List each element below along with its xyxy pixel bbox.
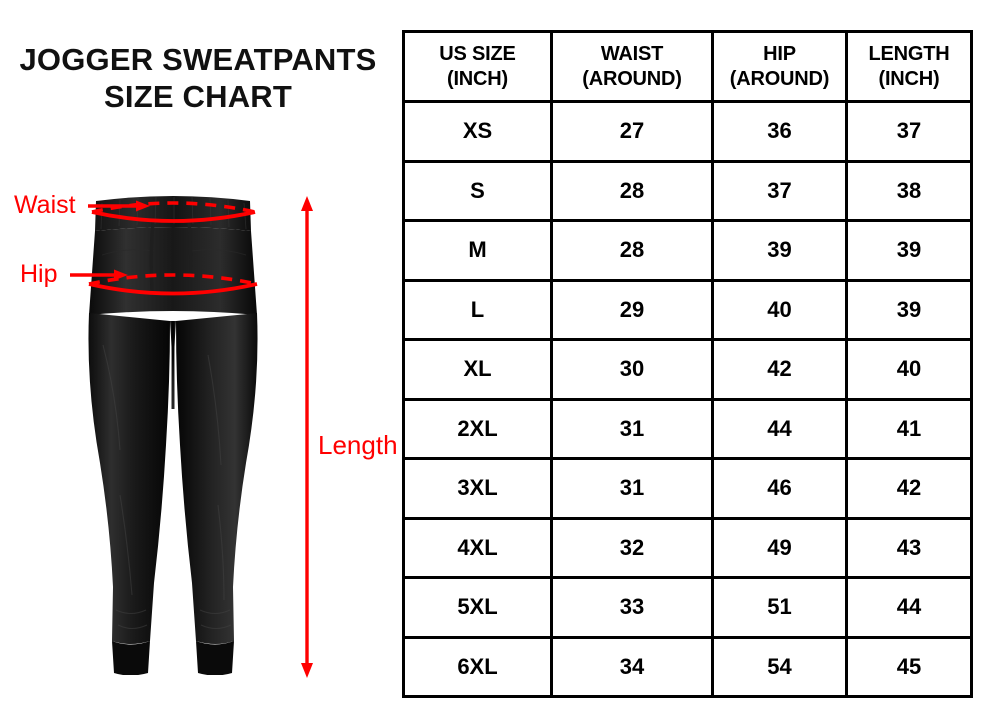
column-header-us-size-line1: US SIZE [439, 43, 516, 66]
title-line-2: SIZE CHART [104, 78, 292, 114]
table-body: XS 27 36 37 S 28 37 38 M 28 39 39 L 29 40 39 XL 30 42 40 2XL… [402, 100, 973, 698]
waist-cell: 27 [550, 100, 714, 163]
hip-arrow-icon [70, 267, 130, 283]
hip-cell: 51 [711, 576, 848, 639]
column-header-length-line2: (INCH) [878, 67, 940, 90]
right-cuff [196, 641, 234, 675]
hip-cell: 49 [711, 516, 848, 579]
title-line-1: JOGGER SWEATPANTS [19, 42, 377, 77]
waist-cell: 33 [550, 576, 714, 639]
length-cell: 42 [845, 457, 973, 520]
column-header-waist-line2: (AROUND) [582, 67, 682, 90]
hip-measure-solid [88, 282, 258, 296]
drawstring-left [149, 219, 155, 293]
size-chart-table-container: US SIZE (INCH) WAIST (AROUND) HIP (AROUN… [402, 30, 973, 698]
waist-arrow-icon [88, 198, 152, 214]
column-header-hip-line1: HIP [763, 43, 796, 66]
column-header-hip: HIP (AROUND) [711, 30, 848, 103]
hip-cell: 37 [711, 159, 848, 222]
table-row: 6XL 34 54 45 [402, 635, 973, 698]
size-cell: S [402, 159, 553, 222]
length-cell: 38 [845, 159, 973, 222]
waist-cell: 28 [550, 219, 714, 282]
column-header-waist-line1: WAIST [600, 43, 664, 66]
length-cell: 45 [845, 635, 973, 698]
right-leg [176, 313, 258, 644]
drawstring-right [187, 219, 193, 297]
left-leg [88, 313, 170, 644]
waist-measure-solid [91, 210, 256, 223]
hip-cell: 54 [711, 635, 848, 698]
table-row: 3XL 31 46 42 [402, 457, 973, 520]
column-header-hip-line2: (AROUND) [729, 67, 830, 90]
table-header: US SIZE (INCH) WAIST (AROUND) HIP (AROUN… [402, 30, 973, 103]
length-cell: 44 [845, 576, 973, 639]
hip-cell: 42 [711, 338, 848, 401]
waist-cell: 34 [550, 635, 714, 698]
length-annotation-label: Length [318, 430, 398, 460]
length-cell: 39 [845, 219, 973, 282]
size-cell: 3XL [402, 457, 553, 520]
length-cell: 41 [845, 397, 973, 460]
table-header-row: US SIZE (INCH) WAIST (AROUND) HIP (AROUN… [402, 30, 973, 103]
column-header-us-size-line2: (INCH) [446, 67, 508, 90]
length-arrow-icon [298, 196, 316, 678]
size-cell: M [402, 219, 553, 282]
hip-cell: 36 [711, 100, 848, 163]
waist-cell: 31 [550, 457, 714, 520]
table-row: 4XL 32 49 43 [402, 516, 973, 579]
hip-cell: 46 [711, 457, 848, 520]
table-row: S 28 37 38 [402, 159, 973, 222]
size-cell: XL [402, 338, 553, 401]
length-cell: 39 [845, 278, 973, 341]
illustration-panel: JOGGER SWEATPANTS SIZE CHART [0, 0, 402, 705]
table-row: 5XL 33 51 44 [402, 576, 973, 639]
waist-cell: 29 [550, 278, 714, 341]
waist-cell: 32 [550, 516, 714, 579]
column-header-length-line1: LENGTH [868, 43, 950, 66]
hip-annotation-label: Hip [20, 260, 58, 288]
table-row: M 28 39 39 [402, 219, 973, 282]
jogger-sweatpants-illustration [58, 195, 288, 675]
hip-cell: 40 [711, 278, 848, 341]
waist-measure-dashed [91, 201, 256, 214]
size-cell: L [402, 278, 553, 341]
table-row: 2XL 31 44 41 [402, 397, 973, 460]
table-row: XL 30 42 40 [402, 338, 973, 401]
length-cell: 37 [845, 100, 973, 163]
size-cell: XS [402, 100, 553, 163]
column-header-waist: WAIST (AROUND) [550, 30, 714, 103]
waist-annotation-label: Waist [14, 191, 76, 219]
size-cell: 6XL [402, 635, 553, 698]
table-row: L 29 40 39 [402, 278, 973, 341]
length-cell: 43 [845, 516, 973, 579]
size-cell: 2XL [402, 397, 553, 460]
column-header-length: LENGTH (INCH) [845, 30, 973, 103]
size-chart-table: US SIZE (INCH) WAIST (AROUND) HIP (AROUN… [402, 30, 973, 698]
size-cell: 5XL [402, 576, 553, 639]
length-cell: 40 [845, 338, 973, 401]
waist-cell: 31 [550, 397, 714, 460]
waist-cell: 30 [550, 338, 714, 401]
waist-cell: 28 [550, 159, 714, 222]
left-cuff [112, 641, 150, 675]
page-title: JOGGER SWEATPANTS SIZE CHART [0, 42, 396, 115]
hip-cell: 44 [711, 397, 848, 460]
size-cell: 4XL [402, 516, 553, 579]
table-row: XS 27 36 37 [402, 100, 973, 163]
column-header-us-size: US SIZE (INCH) [402, 30, 553, 103]
hip-cell: 39 [711, 219, 848, 282]
hip-measure-dashed [88, 273, 258, 286]
